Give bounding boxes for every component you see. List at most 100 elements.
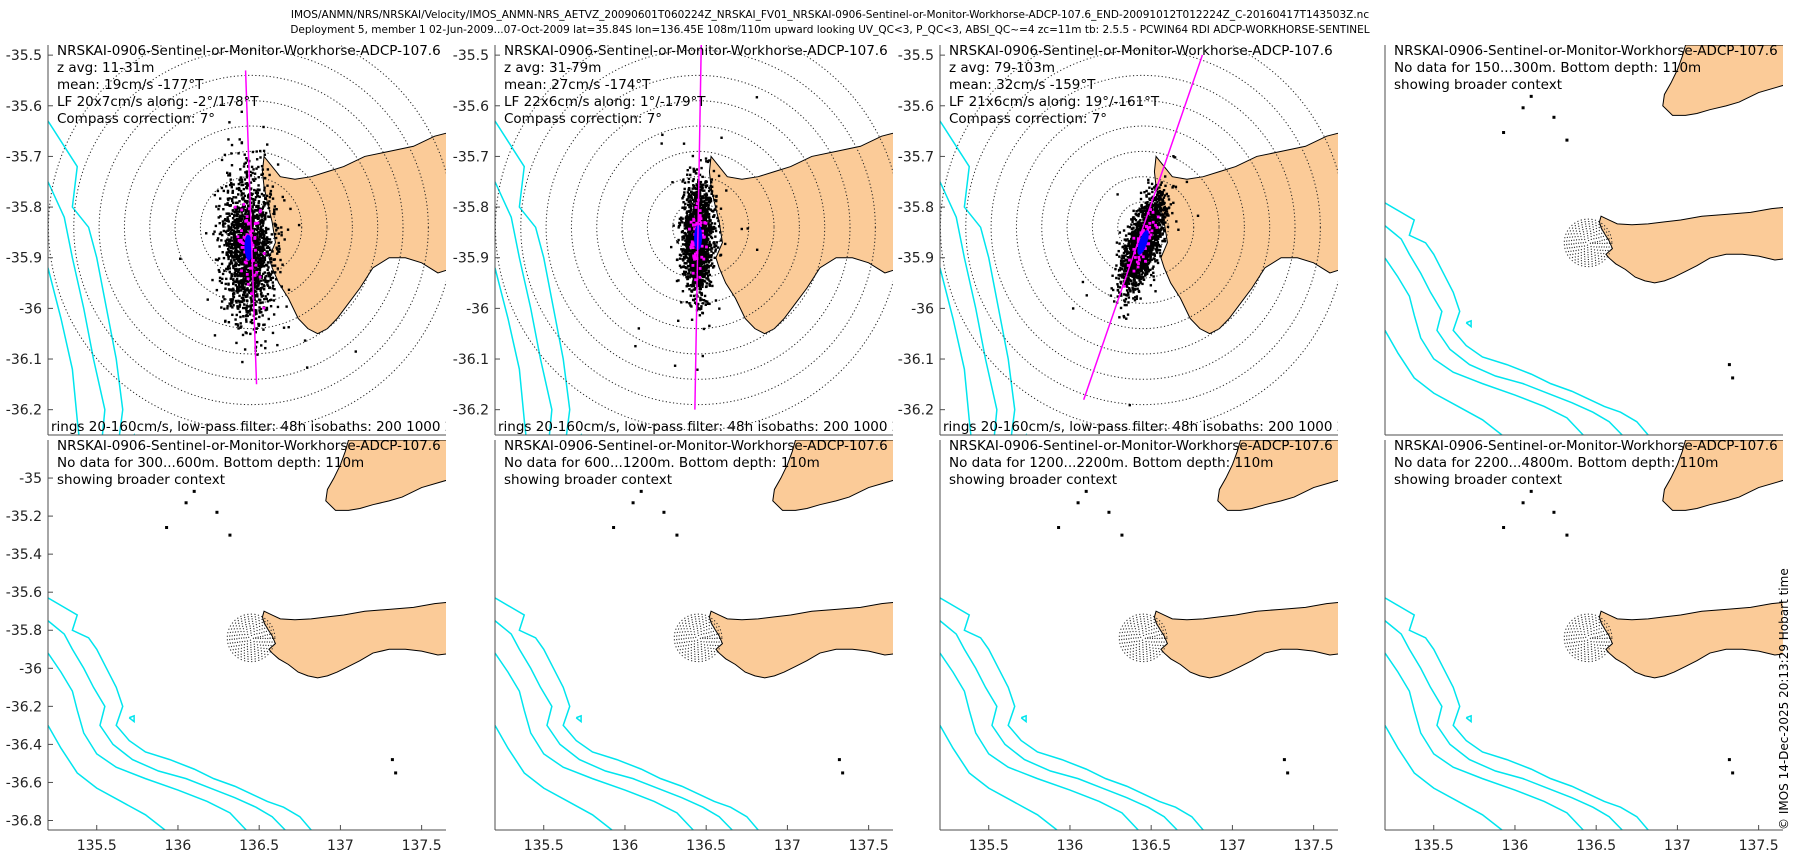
- velocity-point: [236, 242, 239, 246]
- velocity-point: [257, 264, 260, 268]
- lowpass-point: [245, 257, 249, 261]
- velocity-point: [266, 300, 270, 303]
- velocity-point: [243, 255, 246, 258]
- velocity-point: [257, 323, 261, 326]
- velocity-point: [262, 205, 265, 208]
- panel-title: NRSKAI-0906-Sentinel-or-Monitor-Workhors…: [57, 43, 441, 59]
- velocity-point: [232, 183, 235, 186]
- velocity-point: [253, 257, 256, 261]
- velocity-point: [678, 264, 682, 267]
- lowpass-point: [243, 250, 247, 254]
- velocity-point: [702, 298, 706, 302]
- y-tick-label: -36: [466, 301, 489, 317]
- velocity-point: [678, 217, 682, 221]
- velocity-point: [1124, 297, 1128, 301]
- velocity-point: [282, 326, 286, 329]
- velocity-point: [238, 310, 242, 314]
- velocity-point: [271, 281, 275, 284]
- velocity-point: [233, 241, 236, 244]
- velocity-point: [699, 185, 702, 189]
- principal-axis-line: [694, 45, 702, 410]
- velocity-point: [255, 300, 258, 303]
- velocity-point: [1158, 189, 1161, 193]
- velocity-point: [248, 269, 252, 272]
- velocity-point: [243, 306, 247, 310]
- velocity-point: [710, 222, 714, 225]
- velocity-point: [688, 237, 692, 241]
- velocity-point: [269, 304, 273, 308]
- velocity-point: [266, 280, 269, 284]
- velocity-point: [275, 228, 278, 232]
- velocity-point: [1135, 226, 1139, 229]
- lowpass-point: [236, 235, 240, 239]
- velocity-point: [1131, 216, 1135, 220]
- y-tick-label: -35.9: [453, 251, 489, 267]
- velocity-point: [704, 198, 708, 201]
- velocity-point: [264, 213, 267, 217]
- velocity-point: [263, 189, 266, 192]
- velocity-point: [223, 307, 226, 311]
- velocity-point: [1130, 233, 1134, 236]
- velocity-point: [689, 200, 692, 203]
- velocity-point: [1142, 261, 1146, 265]
- velocity-outlier: [287, 288, 291, 292]
- velocity-point: [1145, 209, 1149, 212]
- velocity-point: [243, 281, 246, 284]
- velocity-point: [688, 188, 691, 191]
- velocity-point: [698, 287, 701, 291]
- velocity-point: [701, 175, 704, 179]
- velocity-point: [255, 158, 259, 161]
- velocity-point: [1133, 217, 1137, 221]
- velocity-ring-6: [545, 74, 851, 380]
- velocity-point: [264, 215, 267, 218]
- velocity-point: [276, 343, 279, 347]
- velocity-point: [229, 304, 232, 308]
- velocity-point: [252, 229, 256, 232]
- velocity-point: [685, 300, 688, 304]
- velocity-point: [694, 216, 698, 219]
- velocity-point: [260, 221, 264, 224]
- velocity-point: [691, 227, 694, 231]
- velocity-point: [229, 277, 233, 280]
- velocity-point: [684, 239, 687, 242]
- velocity-point: [689, 205, 692, 209]
- velocity-point: [259, 250, 262, 253]
- velocity-point: [254, 247, 257, 250]
- velocity-point: [239, 181, 242, 184]
- velocity-point: [689, 239, 692, 243]
- velocity-point: [249, 270, 253, 274]
- velocity-point: [1129, 252, 1133, 256]
- velocity-point: [264, 226, 268, 230]
- velocity-point: [716, 246, 720, 249]
- velocity-point: [1139, 277, 1142, 280]
- velocity-point: [710, 225, 713, 229]
- velocity-point: [1152, 278, 1156, 282]
- velocity-point: [243, 194, 247, 198]
- velocity-point: [267, 253, 270, 256]
- velocity-point: [260, 253, 263, 256]
- velocity-point: [1122, 245, 1125, 248]
- velocity-point: [1141, 215, 1144, 219]
- velocity-point: [1138, 224, 1141, 227]
- velocity-point: [228, 240, 232, 243]
- velocity-point: [228, 262, 232, 266]
- velocity-point: [240, 289, 243, 292]
- velocity-point: [684, 250, 688, 254]
- velocity-point: [705, 239, 708, 243]
- velocity-point: [234, 299, 238, 303]
- velocity-point: [1115, 241, 1119, 244]
- velocity-point: [714, 248, 717, 251]
- velocity-point: [708, 280, 711, 283]
- velocity-point: [253, 255, 256, 258]
- y-tick-label: -35.5: [453, 48, 489, 64]
- velocity-point: [240, 194, 243, 197]
- velocity-point: [700, 274, 703, 278]
- velocity-outlier: [696, 368, 699, 371]
- velocity-point: [251, 231, 254, 235]
- velocity-point: [687, 226, 690, 229]
- velocity-point: [1163, 229, 1166, 232]
- velocity-point: [230, 222, 234, 225]
- velocity-point: [1156, 248, 1160, 252]
- velocity-point: [1130, 218, 1133, 221]
- velocity-point: [265, 254, 268, 257]
